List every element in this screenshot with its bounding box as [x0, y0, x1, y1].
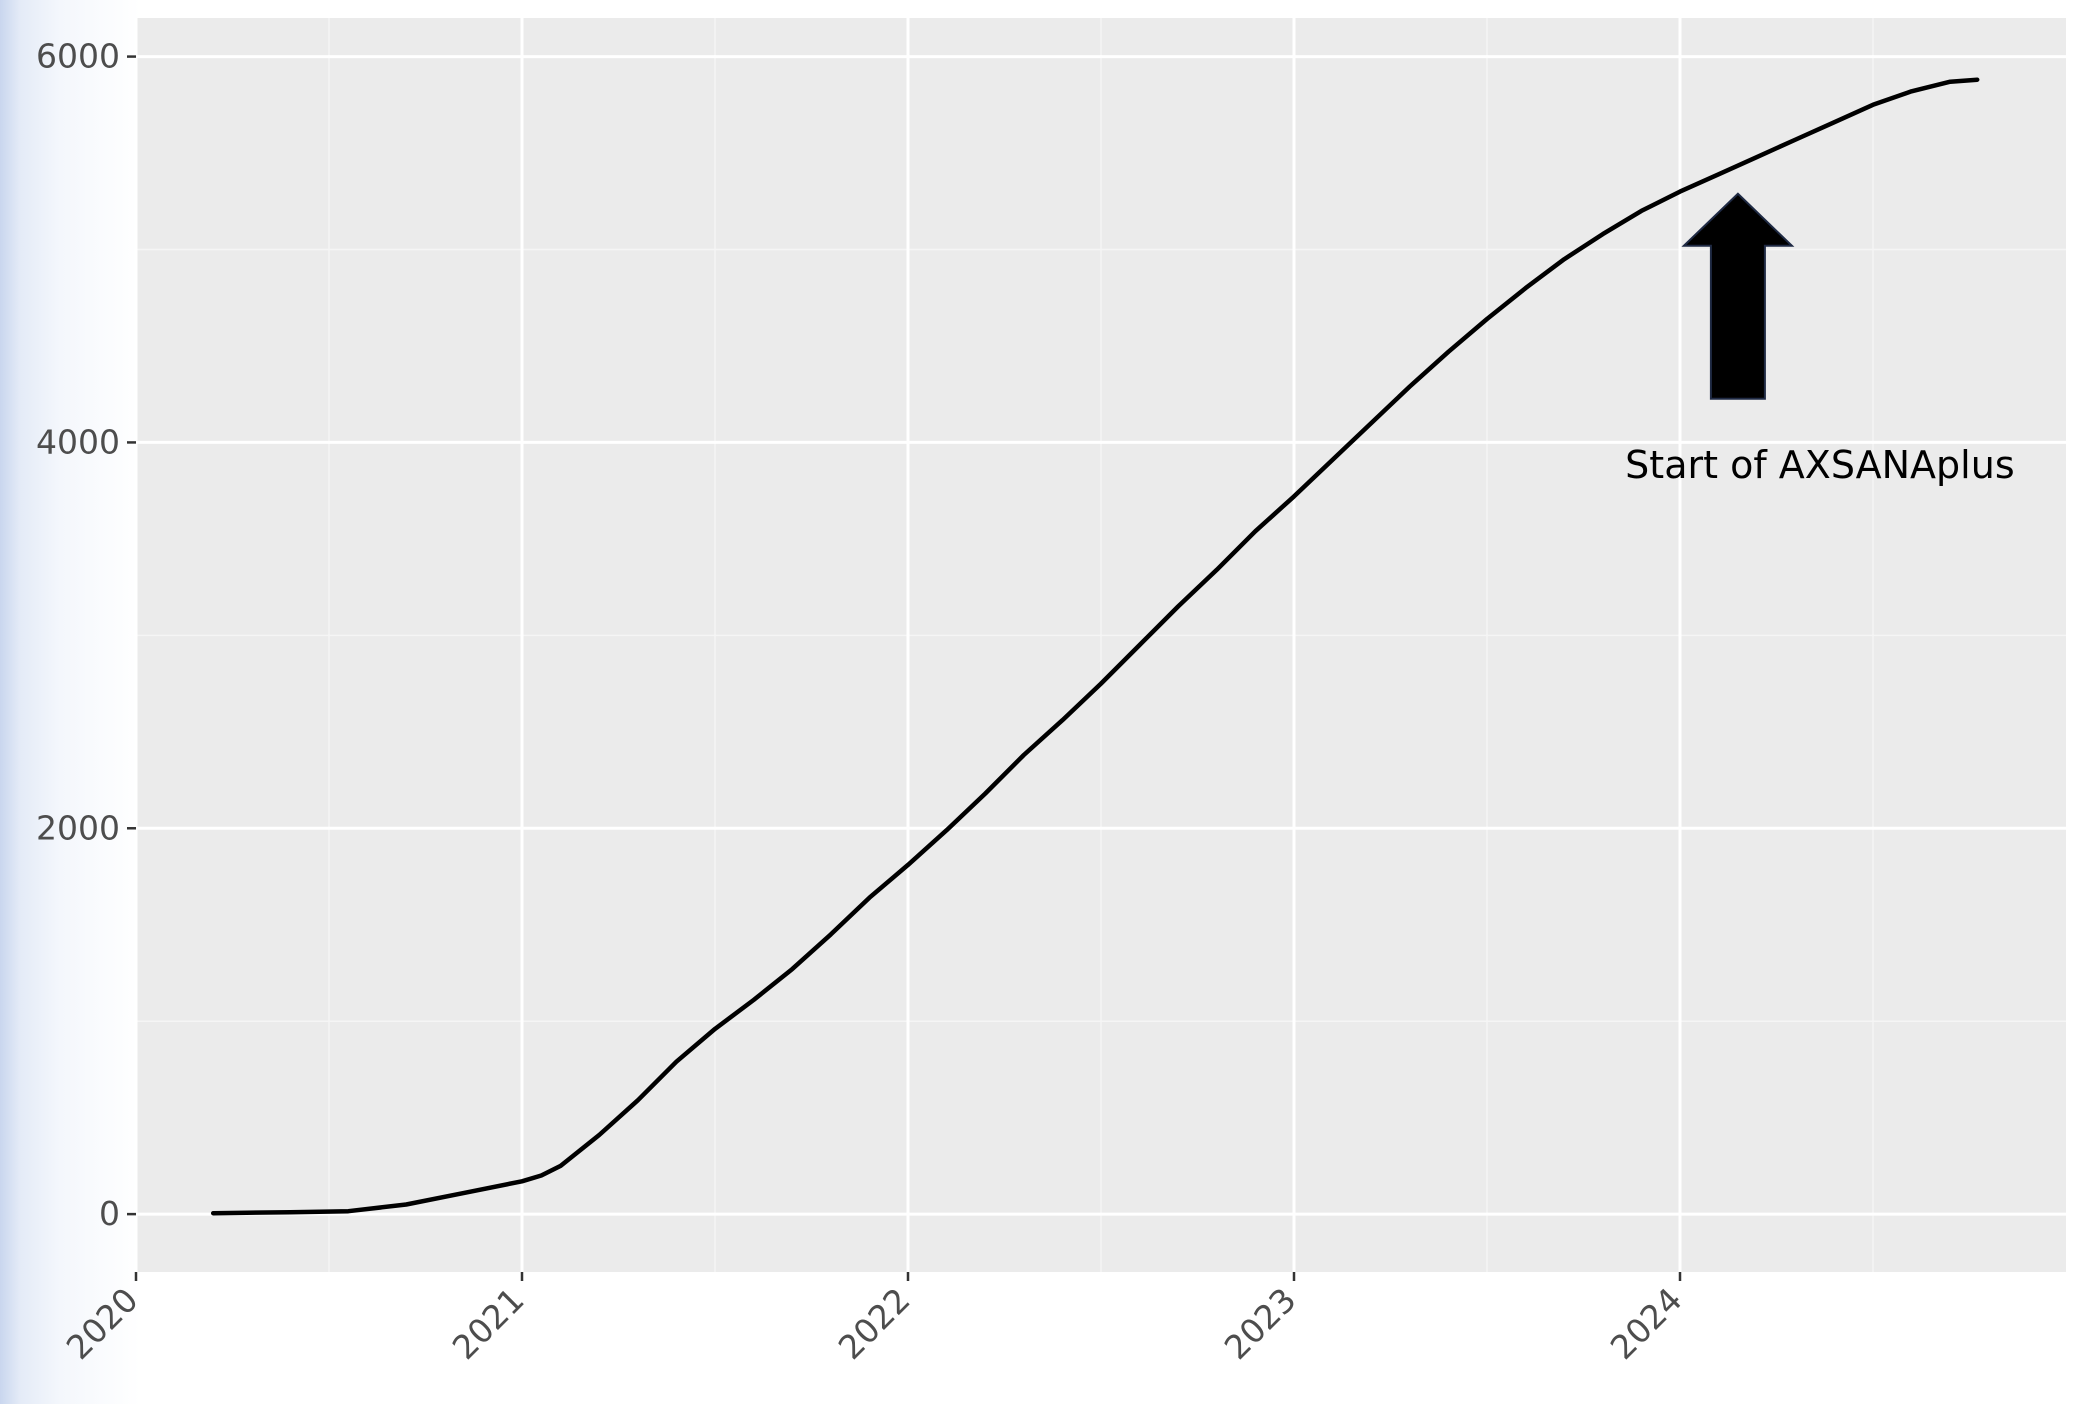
x-tick-label: 2020	[59, 1280, 146, 1367]
y-tick-label: 6000	[36, 37, 120, 76]
annotation-layer: Start of AXSANAplus	[1625, 192, 2015, 487]
y-tick-label: 2000	[36, 808, 120, 847]
y-tick-label: 0	[99, 1194, 120, 1233]
x-tick-label: 2021	[445, 1280, 532, 1367]
y-axis: 0 2000 4000 6000	[36, 37, 136, 1233]
x-tick-label: 2024	[1603, 1280, 1690, 1367]
series-line	[210, 77, 1980, 1216]
arrow-up-icon	[1681, 192, 1795, 400]
x-axis: 2020 2021 2022 2023 2024	[59, 1272, 1690, 1367]
minor-gridlines	[136, 18, 2066, 1272]
x-tick-label: 2023	[1217, 1280, 1304, 1367]
y-tick-label: 4000	[36, 422, 120, 461]
major-gridlines	[134, 18, 2066, 1272]
series-layer	[210, 77, 1980, 1216]
annotation-label: Start of AXSANAplus	[1625, 443, 2014, 487]
x-tick-label: 2022	[831, 1280, 918, 1367]
